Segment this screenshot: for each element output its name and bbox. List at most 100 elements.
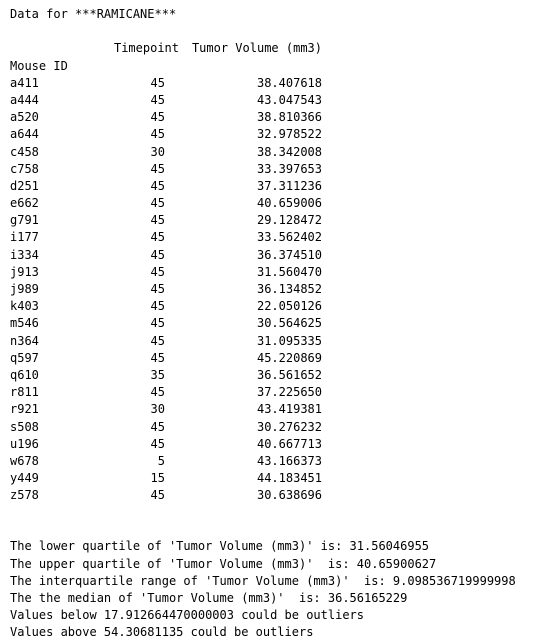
timepoint-cell: 30 [150,402,165,417]
index-name-mouse-id: Mouse ID [10,58,68,73]
timepoint-cell: 30 [150,144,165,159]
timepoint-cell: 45 [150,161,165,176]
tumor-volume-cell: 38.810366 [256,110,322,125]
mouse-id-cell: q610 [10,367,39,382]
table-row: a644 45 32.978522 [10,126,556,143]
timepoint-cell: 45 [150,75,165,90]
timepoint-cell: 45 [150,178,165,193]
timepoint-cell: 45 [150,213,165,228]
tumor-volume-cell: 22.050126 [256,299,322,314]
timepoint-cell: 15 [150,471,165,486]
tumor-volume-cell: 43.166373 [256,453,322,468]
table-row: g791 45 29.128472 [10,212,556,229]
timepoint-cell: 45 [150,299,165,314]
timepoint-cell: 45 [150,282,165,296]
tumor-volume-cell: 31.560470 [256,264,322,279]
mouse-id-cell: a411 [10,75,39,90]
tumor-volume-cell: 40.659006 [256,196,322,211]
table-row: a411 45 38.407618 [10,75,556,92]
timepoint-cell: 45 [150,230,165,245]
lower-bound-outliers-line: Values below 17.912664470000003 could be… [10,608,365,623]
mouse-id-cell: j989 [10,282,39,296]
table-row: y449 15 44.183451 [10,470,556,487]
tumor-volume-cell: 31.095335 [256,333,322,348]
timepoint-cell: 45 [150,350,165,365]
tumor-volume-cell: 30.564625 [256,316,322,331]
tumor-volume-cell: 37.225650 [256,385,322,400]
mouse-id-cell: e662 [10,196,39,211]
tumor-volume-cell: 29.128472 [256,213,322,228]
mouse-id-cell: q597 [10,350,39,365]
table-row: e662 45 40.659006 [10,195,556,212]
timepoint-cell: 45 [150,436,165,451]
table-row: m546 45 30.564625 [10,315,556,332]
mouse-id-cell: z578 [10,488,39,503]
mouse-id-cell: j913 [10,264,39,279]
timepoint-cell: 45 [150,419,165,434]
mouse-id-cell: r921 [10,402,39,417]
table-row: i334 45 36.374510 [10,247,556,264]
column-header-timepoint: Timepoint [113,41,179,56]
table-row: i177 45 33.562402 [10,229,556,246]
lower-quartile-line: The lower quartile of 'Tumor Volume (mm3… [10,539,430,554]
column-header-tumor-volume: Tumor Volume (mm3) [191,41,322,56]
mouse-id-cell: r811 [10,385,39,400]
table-header: Timepoint Tumor Volume (mm3) [10,40,556,57]
mouse-id-cell: c758 [10,161,39,176]
tumor-volume-cell: 36.134852 [256,282,322,296]
mouse-id-cell: y449 [10,471,39,486]
table-row: r921 30 43.419381 [10,401,556,418]
table-row: c458 30 38.342008 [10,144,556,161]
iqr-line: The interquartile range of 'Tumor Volume… [10,573,516,588]
table-body: a411 45 38.407618 a444 45 43.047543 a520 45 38.8… [10,75,556,505]
timepoint-cell: 45 [150,127,165,142]
table-row: a520 45 38.810366 [10,109,556,126]
timepoint-cell: 45 [150,316,165,331]
mouse-id-cell: n364 [10,333,39,348]
table-row: n364 45 31.095335 [10,333,556,350]
tumor-volume-cell: 40.667713 [256,436,322,451]
table-row: a444 45 43.047543 [10,92,556,109]
header-index-spacer [10,40,90,57]
timepoint-cell: 45 [150,264,165,279]
tumor-volume-cell: 38.342008 [256,144,322,159]
timepoint-cell: 45 [150,385,165,400]
table-row: z578 45 30.638696 [10,487,556,504]
tumor-volume-cell: 33.397653 [256,161,322,176]
tumor-volume-cell: 44.183451 [256,471,322,486]
timepoint-cell: 45 [150,247,165,262]
tumor-volume-cell: 36.561652 [256,367,322,382]
timepoint-cell: 45 [150,110,165,125]
timepoint-cell: 45 [150,92,165,107]
mouse-id-cell: a444 [10,92,39,107]
mouse-id-cell: w678 [10,453,39,468]
table-row: j913 45 31.560470 [10,264,556,281]
tumor-volume-cell: 43.047543 [256,92,322,107]
tumor-volume-cell: 33.562402 [256,230,322,245]
tumor-volume-cell: 43.419381 [256,402,322,417]
table-row: q597 45 45.220869 [10,350,556,367]
timepoint-cell: 45 [150,196,165,211]
tumor-volume-cell: 32.978522 [256,127,322,142]
timepoint-cell: 35 [150,367,165,382]
table-row: q610 35 36.561652 [10,367,556,384]
table-row: c758 45 33.397653 [10,161,556,178]
blank-space [10,504,556,538]
mouse-id-cell: d251 [10,178,39,193]
output-title: Data for ***RAMICANE*** [10,7,177,21]
mouse-id-cell: a644 [10,127,39,142]
mouse-id-cell: g791 [10,213,39,228]
mouse-id-cell: c458 [10,144,39,159]
table-row: k403 45 22.050126 [10,298,556,315]
median-line: The the median of 'Tumor Volume (mm3)' i… [10,591,408,605]
mouse-id-cell: u196 [10,436,39,451]
tumor-volume-cell: 30.276232 [256,419,322,434]
tumor-volume-cell: 36.374510 [256,247,322,262]
mouse-id-cell: i334 [10,247,39,262]
tumor-volume-cell: 45.220869 [256,350,322,365]
upper-bound-outliers-line: Values above 54.30681135 could be outlie… [10,625,314,640]
mouse-id-cell: a520 [10,110,39,125]
table-row: d251 45 37.311236 [10,178,556,195]
timepoint-cell: 45 [150,488,165,503]
